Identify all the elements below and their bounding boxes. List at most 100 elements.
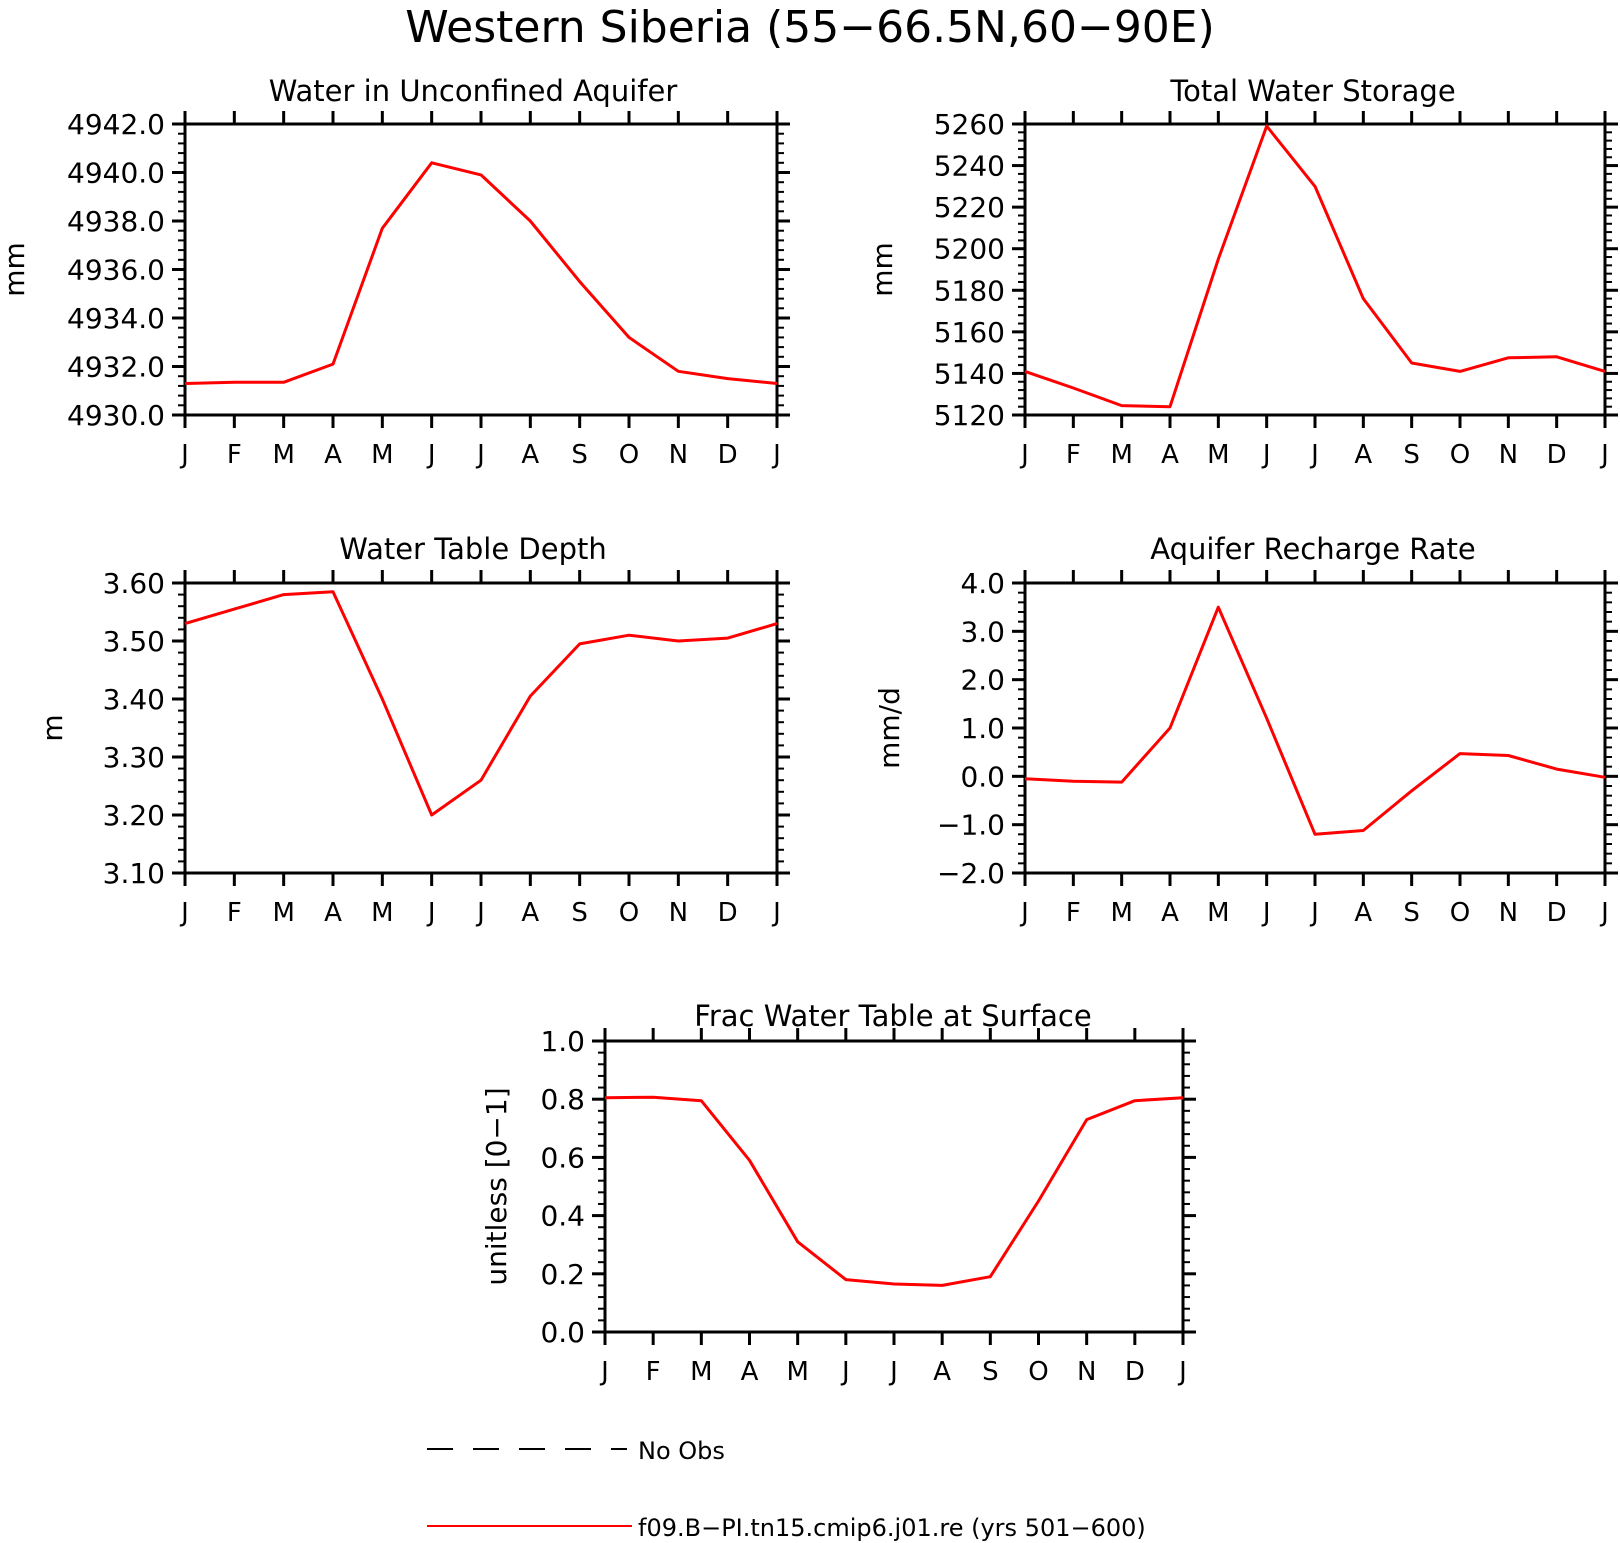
y-tick-label: 3.50 xyxy=(103,625,165,658)
x-tick-label: O xyxy=(1028,1357,1048,1387)
x-tick-label: J xyxy=(599,1357,609,1387)
y-tick-label: 4932.0 xyxy=(67,351,165,384)
y-tick-label: 0.0 xyxy=(960,760,1005,793)
y-tick-label: 1.0 xyxy=(540,1025,585,1058)
x-tick-label: J xyxy=(771,440,781,470)
series-line xyxy=(1024,124,1606,409)
series-line xyxy=(184,161,778,385)
x-tick-label: O xyxy=(1450,898,1470,928)
y-tick-label: 5160 xyxy=(934,316,1005,349)
x-tick-label: A xyxy=(1354,898,1372,928)
legend: No Obs f09.B−PI.tn15.cmip6.j01.re (yrs 5… xyxy=(427,1437,1146,1542)
x-tick-label: J xyxy=(1019,440,1029,470)
x-tick-label: M xyxy=(1207,440,1229,470)
y-tick-label: 3.20 xyxy=(103,799,165,832)
panel-title: Frac Water Table at Surface xyxy=(694,999,1091,1033)
y-tick-label: 5240 xyxy=(934,150,1005,183)
x-tick-label: M xyxy=(1207,898,1229,928)
x-tick-label: O xyxy=(1450,440,1470,470)
y-tick-label: 0.4 xyxy=(540,1200,585,1233)
x-tick-label: M xyxy=(690,1357,712,1387)
x-tick-label: M xyxy=(272,440,294,470)
x-tick-label: F xyxy=(646,1357,661,1387)
y-tick-label: 3.10 xyxy=(103,857,165,890)
x-tick-label: N xyxy=(669,440,688,470)
y-axis-label: unitless [0−1] xyxy=(480,1087,513,1285)
panel-title: Total Water Storage xyxy=(1169,74,1455,108)
x-tick-label: N xyxy=(1077,1357,1096,1387)
y-tick-label: 5140 xyxy=(934,357,1005,390)
x-tick-label: D xyxy=(718,440,738,470)
x-tick-label: F xyxy=(1066,898,1081,928)
figure-title: Western Siberia (55−66.5N,60−90E) xyxy=(405,2,1215,53)
x-tick-label: D xyxy=(718,898,738,928)
x-tick-label: S xyxy=(1403,898,1420,928)
y-axis-label: mm/d xyxy=(873,687,906,769)
x-tick-label: M xyxy=(786,1357,808,1387)
x-tick-label: M xyxy=(371,898,393,928)
x-tick-label: J xyxy=(475,898,485,928)
y-tick-label: 4942.0 xyxy=(67,108,165,141)
x-tick-label: A xyxy=(324,898,342,928)
plot-frame xyxy=(183,581,779,875)
x-tick-label: F xyxy=(227,898,242,928)
x-tick-label: N xyxy=(1499,440,1518,470)
panel-aquifer-recharge-rate: Aquifer Recharge Rate J F M A M J J A S O N D J−2.0−… xyxy=(873,532,1618,928)
x-tick-label: J xyxy=(888,1357,898,1387)
y-tick-label: 5220 xyxy=(934,191,1005,224)
y-tick-label: 4936.0 xyxy=(67,254,165,287)
y-tick-label: 3.0 xyxy=(960,615,1005,648)
panel-water-table-depth: Water Table Depth J F M A M J J A S O N D J3.103.203… xyxy=(36,532,790,928)
y-tick-label: 4934.0 xyxy=(67,302,165,335)
y-tick-label: 5180 xyxy=(934,274,1005,307)
panel-title: Water Table Depth xyxy=(339,532,607,566)
y-tick-label: 3.30 xyxy=(103,741,165,774)
y-tick-label: 2.0 xyxy=(960,664,1005,697)
y-tick-label: 1.0 xyxy=(960,712,1005,745)
y-axis-label: m xyxy=(36,714,69,741)
panel-total-water-storage: Total Water Storage J F M A M J J A S O N D J5120514… xyxy=(866,74,1618,470)
x-tick-label: A xyxy=(1161,440,1179,470)
x-tick-label: A xyxy=(741,1357,759,1387)
x-tick-label: J xyxy=(1309,898,1319,928)
x-tick-label: M xyxy=(1110,440,1132,470)
y-tick-label: 5120 xyxy=(934,399,1005,432)
x-tick-label: J xyxy=(179,898,189,928)
y-tick-label: 3.40 xyxy=(103,683,165,716)
panel-title: Aquifer Recharge Rate xyxy=(1150,532,1476,566)
x-tick-label: M xyxy=(272,898,294,928)
y-axis-label: mm xyxy=(866,242,899,297)
series-line xyxy=(604,1095,1184,1287)
y-tick-label: 0.0 xyxy=(540,1316,585,1349)
series-line xyxy=(184,590,778,817)
y-tick-label: 4938.0 xyxy=(67,205,165,238)
x-tick-label: J xyxy=(1177,1357,1187,1387)
panel-title: Water in Unconfined Aquifer xyxy=(269,74,678,108)
x-tick-label: O xyxy=(619,440,639,470)
x-tick-label: J xyxy=(1261,898,1271,928)
plot-frame xyxy=(1023,122,1607,417)
x-tick-label: A xyxy=(1354,440,1372,470)
plot-frame xyxy=(603,1039,1185,1334)
x-tick-label: O xyxy=(619,898,639,928)
x-tick-label: A xyxy=(521,440,539,470)
x-tick-label: S xyxy=(982,1357,999,1387)
x-tick-label: J xyxy=(1261,440,1271,470)
y-tick-label: 4930.0 xyxy=(67,399,165,432)
x-tick-label: D xyxy=(1547,440,1567,470)
x-tick-label: J xyxy=(1309,440,1319,470)
y-tick-label: −1.0 xyxy=(937,809,1005,842)
y-tick-label: 4940.0 xyxy=(67,157,165,190)
x-tick-label: S xyxy=(571,440,588,470)
x-tick-label: J xyxy=(1599,440,1609,470)
y-axis-label: mm xyxy=(0,242,31,297)
y-tick-label: 5200 xyxy=(934,233,1005,266)
x-tick-label: J xyxy=(475,440,485,470)
x-tick-label: M xyxy=(371,440,393,470)
x-tick-label: A xyxy=(1161,898,1179,928)
x-tick-label: J xyxy=(1019,898,1029,928)
series-line xyxy=(1024,605,1606,836)
y-tick-label: 3.60 xyxy=(103,567,165,600)
